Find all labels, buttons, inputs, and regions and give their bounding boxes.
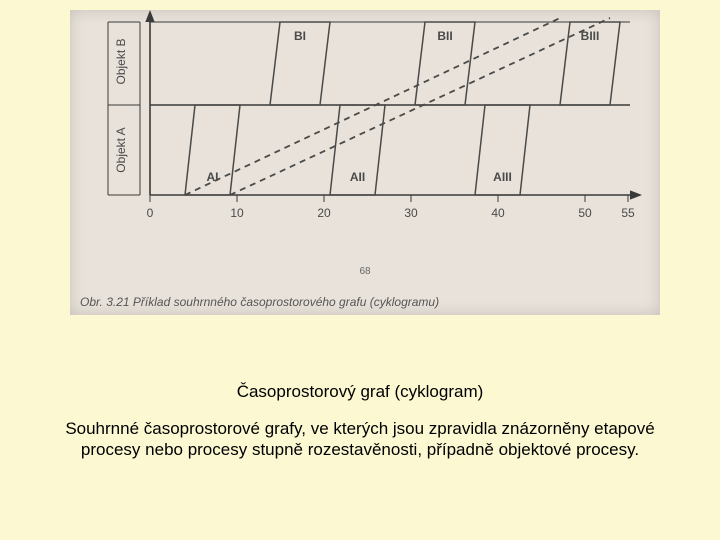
dashed-connector xyxy=(230,18,610,195)
page-root: Objekt B Objekt A 0 10 20 30 40 50 55 AI AII AIII BI… xyxy=(0,0,720,540)
x-tick-label: 50 xyxy=(578,206,592,220)
x-tick-label: 55 xyxy=(621,206,635,220)
page-title: Časoprostorový graf (cyklogram) xyxy=(0,382,720,402)
x-tick-label: 40 xyxy=(491,206,505,220)
dashed-connector xyxy=(185,18,560,195)
process-bar-label: AII xyxy=(350,170,365,184)
page-description: Souhrnné časoprostorové grafy, ve kterýc… xyxy=(60,418,660,461)
process-bar-label: BIII xyxy=(581,29,600,43)
figure-scan: Objekt B Objekt A 0 10 20 30 40 50 55 AI AII AIII BI… xyxy=(70,10,660,315)
y-row-label: Objekt B xyxy=(114,38,128,84)
scan-page-number: 68 xyxy=(359,266,370,277)
x-tick-label: 30 xyxy=(404,206,418,220)
process-bar-label: BII xyxy=(437,29,452,43)
x-tick-label: 10 xyxy=(230,206,244,220)
x-tick-label: 0 xyxy=(147,206,154,220)
x-tick-label: 20 xyxy=(317,206,331,220)
process-bar-label: AIII xyxy=(493,170,512,184)
y-row-label: Objekt A xyxy=(114,127,128,172)
figure-caption-italic: Obr. 3.21 Příklad souhrnného časoprostor… xyxy=(80,295,439,309)
process-bar-label: AI xyxy=(207,170,219,184)
process-bar-label: BI xyxy=(294,29,306,43)
